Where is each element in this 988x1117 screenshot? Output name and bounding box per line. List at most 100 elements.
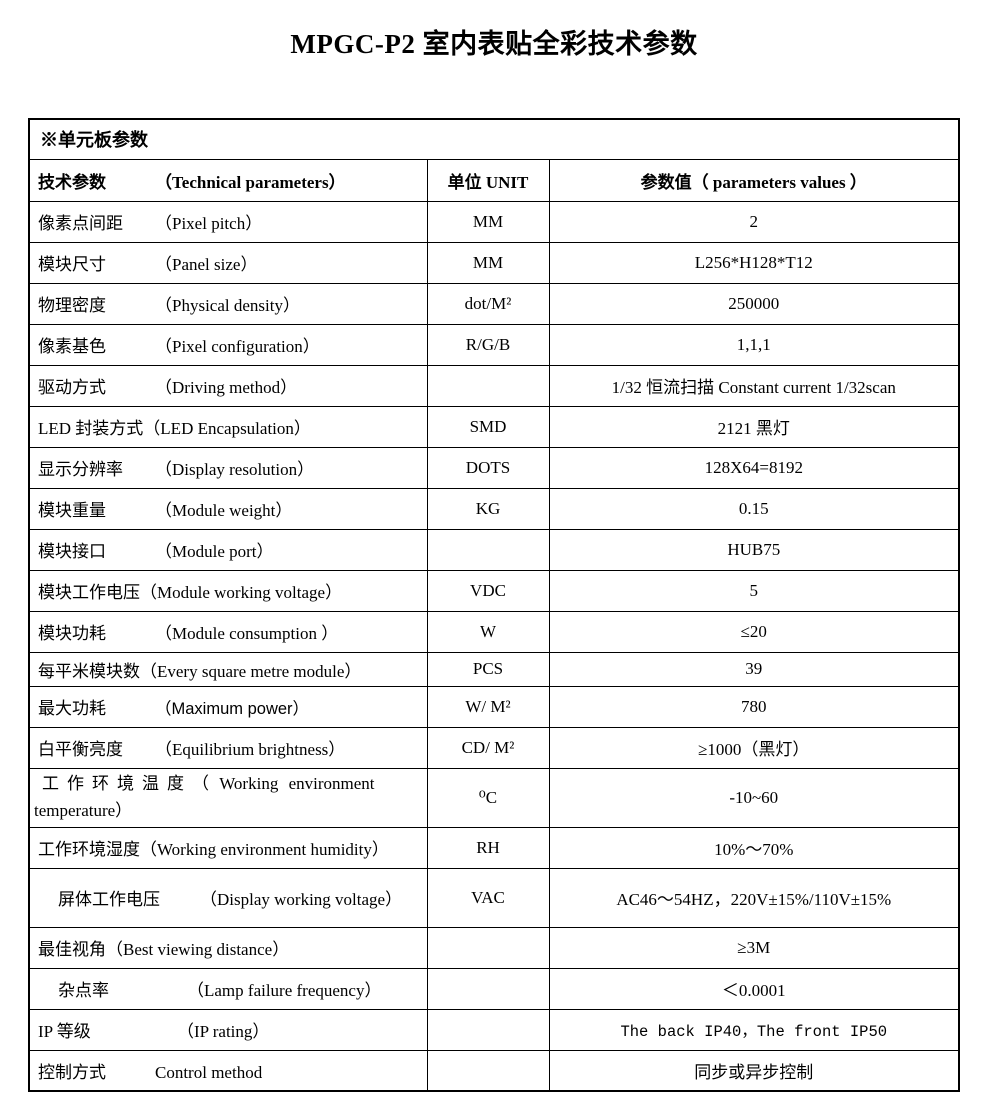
table-row: 白平衡亮度 （Equilibrium brightness） CD/ M² ≥1000… — [28, 726, 960, 769]
parameter-label-zh: 模块工作电压 — [38, 583, 140, 602]
unit-cell: R/G/B — [426, 323, 550, 366]
parameter-label-zh: 像素基色 — [38, 337, 106, 356]
value-cell: AC46～54HZ，220V±15%/110V±15% — [548, 867, 960, 928]
unit-cell: DOTS — [426, 446, 550, 489]
section-header: ※单元板参数 — [28, 118, 960, 160]
parameter-cell: 像素点间距 （Pixel pitch） — [28, 200, 428, 243]
parameter-cell: 模块接口 （Module port） — [28, 528, 428, 571]
table-row: 控制方式 Control method 同步或异步控制 — [28, 1049, 960, 1092]
parameter-label-zh: 每平米模块数 — [38, 661, 140, 681]
parameter-label-en: （Module working voltage） — [140, 583, 343, 602]
spec-table: ※单元板参数 技术参数 （Technical parameters） 单位 UNI… — [28, 118, 961, 1092]
parameter-cell: 控制方式 Control method — [28, 1049, 428, 1092]
parameter-label-en: （Every square metre module） — [140, 661, 362, 681]
parameter-label-zh: 驱动方式 — [38, 378, 106, 397]
parameter-label-en: （Driving method） — [155, 378, 298, 397]
parameter-label-en: （Lamp failure frequency） — [187, 981, 382, 1000]
unit-cell: W — [426, 610, 550, 653]
unit-cell: SMD — [426, 405, 550, 448]
unit-cell — [426, 364, 550, 407]
table-row: 模块功耗 （Module consumption ） W ≤20 — [28, 610, 960, 653]
parameter-label-zh: 杂点率 — [58, 981, 109, 1000]
unit-cell: ⁰C — [426, 767, 550, 828]
parameter-label-en: （Pixel pitch） — [155, 214, 263, 233]
value-cell: ＜0.0001 — [548, 967, 960, 1010]
value-cell: 5 — [548, 569, 960, 612]
table-row: 屏体工作电压 （Display working voltage） VAC AC46～5… — [28, 867, 960, 928]
value-cell: 2 — [548, 200, 960, 243]
parameter-cell: 物理密度 （Physical density） — [28, 282, 428, 325]
parameter-cell: LED 封装方式（LED Encapsulation） — [28, 405, 428, 448]
parameter-label-en: （Physical density） — [155, 296, 300, 315]
parameter-label-en: （ Working environment temperature） — [34, 774, 375, 820]
parameter-cell: 最佳视角（Best viewing distance） — [28, 926, 428, 969]
unit-cell: CD/ M² — [426, 726, 550, 769]
parameter-cell: IP 等级 （IP rating） — [28, 1008, 428, 1051]
parameter-label-en: （IP rating） — [177, 1022, 270, 1041]
unit-cell: MM — [426, 241, 550, 284]
table-row: 工作环境湿度（Working environment humidity） RH 10… — [28, 826, 960, 869]
value-cell: 1,1,1 — [548, 323, 960, 366]
parameter-cell: 白平衡亮度 （Equilibrium brightness） — [28, 726, 428, 769]
unit-cell — [426, 528, 550, 571]
parameter-cell: 显示分辨率 （Display resolution） — [28, 446, 428, 489]
spec-table-body: ※单元板参数 技术参数 （Technical parameters） 单位 UNI… — [28, 118, 960, 1092]
parameter-label-zh: 模块功耗 — [38, 624, 106, 643]
parameter-label-zh: LED 封装方式 — [38, 419, 144, 438]
parameter-cell: 杂点率 （Lamp failure frequency） — [28, 967, 428, 1010]
parameter-label-en: （Module weight） — [155, 501, 293, 520]
table-row: 像素基色 （Pixel configuration） R/G/B 1,1,1 — [28, 323, 960, 366]
value-cell: ≥3M — [548, 926, 960, 969]
parameter-cell: 工作环境温度（ Working environment temperature） — [28, 767, 428, 828]
page-title: MPGC-P2 室内表贴全彩技术参数 — [290, 29, 698, 59]
table-row: 模块重量 （Module weight） KG 0.15 — [28, 487, 960, 530]
parameter-label-en: （Panel size） — [155, 255, 258, 274]
parameter-label-en: （Module port） — [155, 542, 274, 561]
table-row: 显示分辨率 （Display resolution） DOTS 128X64=8192 — [28, 446, 960, 489]
parameter-cell: 屏体工作电压 （Display working voltage） — [28, 867, 428, 928]
unit-cell — [426, 967, 550, 1010]
value-cell: ≥1000（黑灯） — [548, 726, 960, 769]
parameter-cell: 每平米模块数（Every square metre module） — [28, 651, 428, 687]
unit-cell — [426, 926, 550, 969]
value-cell: 250000 — [548, 282, 960, 325]
value-cell: 128X64=8192 — [548, 446, 960, 489]
table-row: 模块尺寸 （Panel size） MM L256*H128*T12 — [28, 241, 960, 284]
table-row: 最佳视角（Best viewing distance） ≥3M — [28, 926, 960, 969]
parameter-cell: 模块重量 （Module weight） — [28, 487, 428, 530]
parameter-label-en: （Equilibrium brightness） — [155, 740, 346, 759]
parameter-label-zh: 物理密度 — [38, 296, 106, 315]
value-cell: L256*H128*T12 — [548, 241, 960, 284]
col-header-parameters: 技术参数 （Technical parameters） — [28, 158, 428, 202]
col-header-value: 参数值（ parameters values ） — [548, 158, 960, 202]
value-cell: The back IP40，The front IP50 — [548, 1008, 960, 1051]
unit-cell: VAC — [426, 867, 550, 928]
parameter-label-zh: 模块接口 — [38, 542, 106, 561]
parameter-label-zh: 工作环境温度 — [42, 774, 192, 794]
table-row: 工作环境温度（ Working environment temperature）… — [28, 767, 960, 828]
table-row: 模块接口 （Module port） HUB75 — [28, 528, 960, 571]
parameter-label-en: Control method — [155, 1062, 263, 1082]
table-row: 最大功耗 （Maximum power） W/ M² 780 — [28, 685, 960, 728]
value-cell: 2121 黑灯 — [548, 405, 960, 448]
parameter-cell: 驱动方式 （Driving method） — [28, 364, 428, 407]
parameter-label-zh: 工作环境湿度 — [38, 840, 140, 859]
parameter-label-zh: 显示分辨率 — [38, 460, 123, 479]
parameter-label-zh: 最佳视角 — [38, 940, 106, 959]
unit-cell: RH — [426, 826, 550, 869]
unit-cell — [426, 1008, 550, 1051]
parameter-label-zh: 控制方式 — [38, 1062, 106, 1082]
parameter-cell: 工作环境湿度（Working environment humidity） — [28, 826, 428, 869]
parameter-cell: 像素基色 （Pixel configuration） — [28, 323, 428, 366]
parameter-label-en: （Pixel configuration） — [155, 337, 320, 356]
table-row: LED 封装方式（LED Encapsulation） SMD 2121 黑灯 — [28, 405, 960, 448]
col-header-parameters-en: （Technical parameters） — [155, 172, 346, 192]
parameter-label-en: （LED Encapsulation） — [143, 419, 311, 438]
table-row: 驱动方式 （Driving method） 1/32 恒流扫描 Constant c… — [28, 364, 960, 407]
parameter-label-zh: 模块尺寸 — [38, 255, 106, 274]
col-header-unit: 单位 UNIT — [426, 158, 550, 202]
value-cell: 780 — [548, 685, 960, 728]
value-cell: 0.15 — [548, 487, 960, 530]
col-header-parameters-zh: 技术参数 — [38, 172, 106, 192]
parameter-label-zh: 白平衡亮度 — [38, 740, 123, 759]
